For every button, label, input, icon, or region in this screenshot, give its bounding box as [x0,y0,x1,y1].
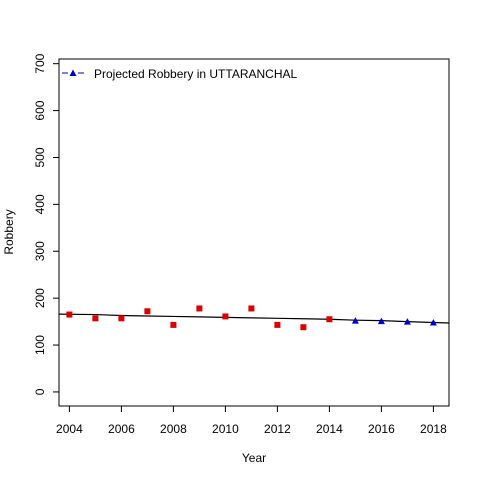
observed-point [222,313,228,319]
x-tick-label: 2018 [420,422,447,436]
y-axis-label: Robbery [2,209,16,254]
x-tick-label: 2004 [56,422,83,436]
observed-point [326,316,332,322]
y-tick-label: 0 [33,388,47,395]
x-axis-label: Year [242,451,266,465]
observed-point [92,315,98,321]
x-tick-label: 2014 [316,422,343,436]
y-tick-label: 300 [33,241,47,261]
observed-point [144,308,150,314]
y-tick-label: 700 [33,53,47,73]
x-tick-label: 2006 [108,422,135,436]
x-tick-label: 2008 [160,422,187,436]
legend-label: Projected Robbery in UTTARANCHAL [94,67,298,81]
observed-point [196,305,202,311]
y-tick-label: 200 [33,288,47,308]
observed-point [66,312,72,318]
y-tick-label: 100 [33,335,47,355]
observed-point [274,322,280,328]
observed-point [248,305,254,311]
legend: Projected Robbery in UTTARANCHAL [62,67,298,81]
y-tick-label: 500 [33,147,47,167]
x-tick-label: 2010 [212,422,239,436]
observed-point [170,322,176,328]
y-tick-label: 600 [33,100,47,120]
x-tick-label: 2012 [264,422,291,436]
x-tick-label: 2016 [368,422,395,436]
observed-point [118,315,124,321]
y-tick-label: 400 [33,194,47,214]
observed-point [300,324,306,330]
